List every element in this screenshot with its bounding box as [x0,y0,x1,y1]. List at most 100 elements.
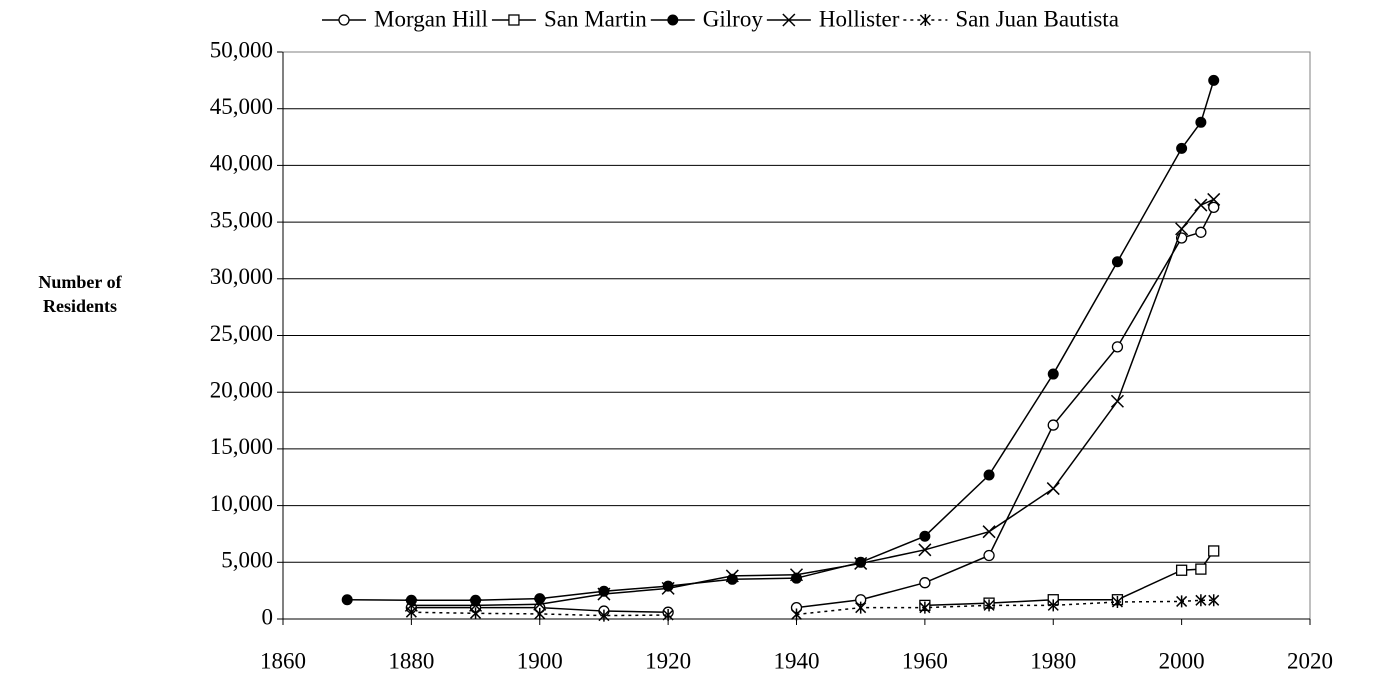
marker [338,14,350,26]
marker-shape [919,530,931,542]
marker [404,598,418,612]
marker [983,469,995,481]
marker [470,607,482,620]
legend-label: San Juan Bautista [955,6,1119,31]
legend-label: Morgan Hill [374,6,488,31]
marker [405,594,417,606]
marker [1111,341,1124,353]
marker-shape [598,609,610,622]
marker-shape [1111,595,1123,608]
y-tick-label: 5,000 [221,548,273,573]
marker [791,572,802,584]
marker [855,601,867,614]
marker [508,14,520,26]
marker-shape [1195,563,1207,575]
y-tick-label: 20,000 [210,377,273,402]
marker [1175,222,1189,236]
marker [1194,198,1208,212]
marker [919,530,931,542]
y-tick-label: 10,000 [210,491,273,516]
marker-shape [1175,222,1189,236]
legend-item: Morgan Hill [322,6,488,31]
y-tick-label: 50,000 [210,37,273,62]
marker-shape [919,14,931,26]
marker [1208,594,1220,607]
y-axis-label-text: Number of Residents [38,272,122,316]
marker [1195,594,1207,607]
x-tick-label: 1900 [517,648,563,673]
marker [1195,226,1207,238]
series-line [347,80,1215,602]
marker-shape [661,581,675,595]
marker-shape [1195,116,1207,128]
marker-shape [508,14,520,26]
marker-shape [791,572,802,584]
marker [533,597,547,611]
marker [597,587,611,601]
x-tick-label: 2020 [1287,648,1333,673]
marker [405,606,417,619]
y-tick-label: 30,000 [210,264,273,289]
marker [1207,192,1221,206]
marker [1047,599,1059,612]
marker [1208,74,1220,86]
marker-shape [1208,201,1220,214]
marker-shape [1176,142,1188,154]
marker [983,599,995,612]
marker [982,525,996,539]
marker-shape [1208,594,1220,607]
marker [470,594,482,606]
marker [341,594,353,606]
y-tick-label: 35,000 [210,207,273,232]
marker-shape [1175,564,1188,576]
marker-shape [1176,595,1188,608]
marker [534,593,546,605]
x-tick-label: 2000 [1159,648,1205,673]
y-tick-label: 0 [262,604,274,629]
marker [1176,142,1188,154]
series-line [411,207,1215,613]
marker-shape [782,13,796,27]
marker [534,607,546,620]
marker-shape [790,608,803,621]
marker-shape [1047,599,1059,612]
legend-label: San Martin [544,6,647,31]
marker [919,14,931,26]
marker-shape [667,14,679,26]
marker-shape [1047,368,1059,380]
y-tick-label: 40,000 [210,151,273,176]
marker [1047,368,1059,380]
marker [919,601,931,614]
marker-shape [725,569,739,583]
marker [1046,482,1060,496]
x-tick-label: 1860 [260,648,306,673]
marker-shape [533,597,547,611]
marker-shape [470,594,482,606]
marker-shape [983,469,995,481]
marker-shape [404,598,418,612]
marker-shape [855,601,867,614]
marker-shape [662,609,674,622]
series-line [924,550,1215,607]
x-tick-label: 1880 [388,648,434,673]
marker-shape [983,549,995,562]
marker [598,609,610,622]
legend-item: Gilroy [650,6,763,31]
legend-item: San Juan Bautista [903,6,1119,31]
marker [661,581,675,595]
x-tick-label: 1960 [902,648,948,673]
marker-shape [919,577,931,589]
marker-shape [1111,256,1123,268]
marker-shape [789,568,804,582]
marker [1047,419,1059,431]
marker-shape [1111,341,1124,353]
x-tick-label: 1920 [645,648,691,673]
marker-shape [662,580,674,592]
marker-shape [1046,482,1060,496]
marker-shape [341,594,353,606]
marker [1195,563,1207,575]
series-line [411,198,1215,607]
marker [918,543,932,557]
marker-shape [919,601,931,614]
marker-shape [1208,545,1220,557]
